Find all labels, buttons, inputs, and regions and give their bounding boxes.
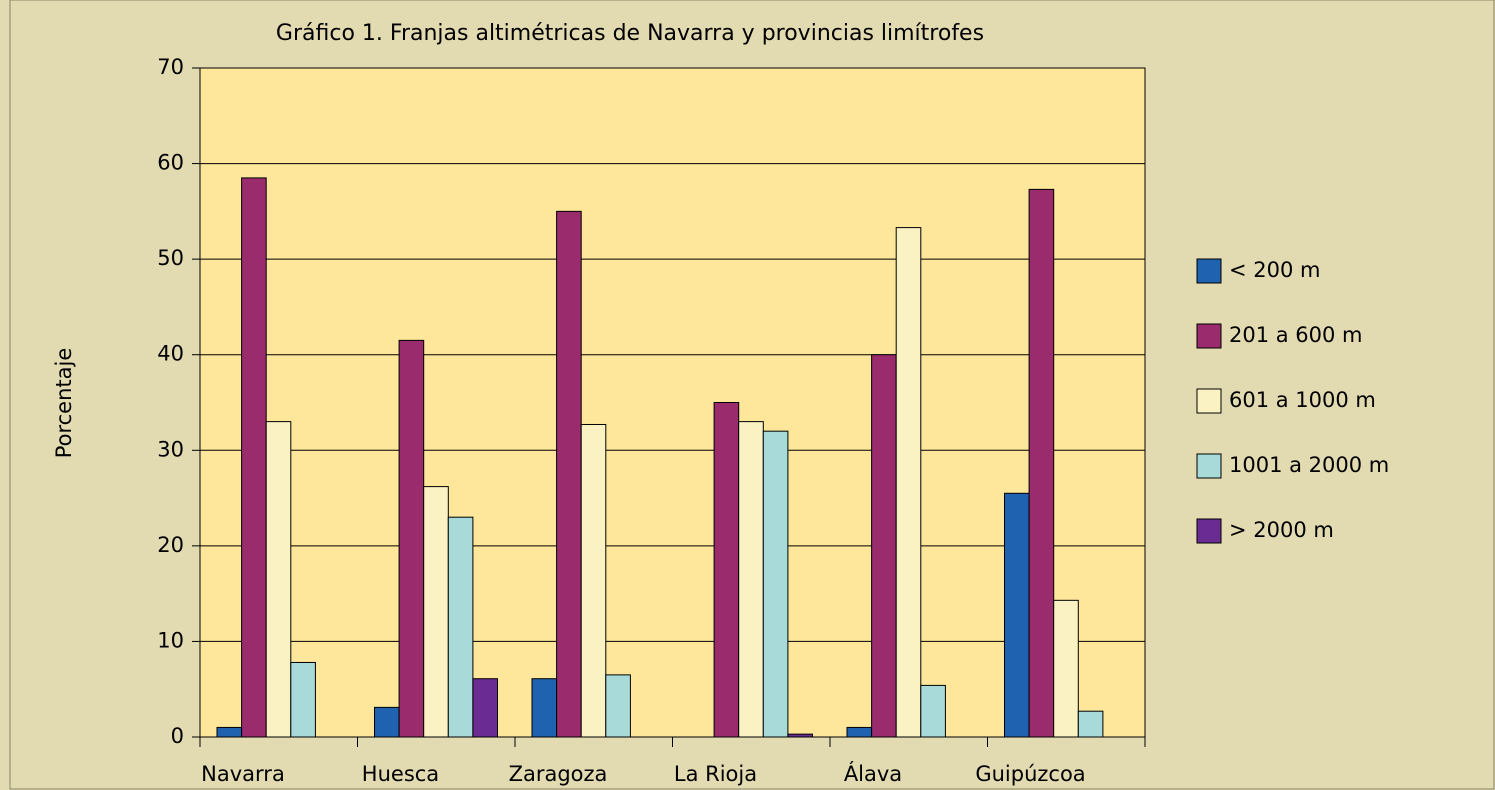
legend-label: > 2000 m	[1229, 518, 1334, 542]
bar	[531, 678, 558, 738]
bar	[580, 423, 607, 738]
bar	[1077, 710, 1104, 738]
bar	[920, 684, 946, 738]
bar	[423, 486, 449, 738]
x-tick-label: La Rioja	[674, 762, 757, 786]
x-tick-label: Huesca	[362, 762, 439, 786]
legend-swatch	[1196, 518, 1222, 544]
bar	[374, 706, 400, 738]
y-tick-label: 60	[157, 151, 184, 175]
frame	[9, 0, 1495, 790]
bar	[605, 674, 631, 738]
bar	[556, 210, 582, 738]
bar	[787, 733, 814, 738]
bar	[846, 726, 873, 738]
y-axis-label: Porcentaje	[52, 348, 76, 459]
x-tick-label: Navarra	[201, 762, 285, 786]
bar	[1028, 188, 1055, 738]
legend-label: < 200 m	[1229, 258, 1321, 282]
y-tick-label: 30	[157, 437, 184, 461]
bar	[265, 421, 292, 738]
x-tick-label: Zaragoza	[509, 762, 608, 786]
legend-swatch	[1196, 453, 1222, 479]
x-tick-label: Guipúzcoa	[975, 762, 1085, 786]
legend-swatch	[1196, 323, 1222, 349]
y-tick-label: 50	[157, 246, 184, 270]
bar	[241, 177, 267, 738]
chart-title: Gráfico 1. Franjas altimétricas de Navar…	[276, 21, 984, 46]
bar	[447, 516, 474, 738]
legend-swatch	[1196, 388, 1222, 414]
bar	[762, 430, 789, 738]
y-tick-label: 0	[171, 724, 184, 748]
x-tick-label: Álava	[844, 761, 902, 786]
legend-label: 1001 a 2000 m	[1229, 453, 1389, 477]
y-tick-label: 20	[157, 533, 184, 557]
y-tick-label: 70	[157, 55, 184, 79]
bar	[1053, 599, 1079, 738]
legend-label: 601 a 1000 m	[1229, 388, 1376, 412]
bar	[1004, 492, 1030, 738]
bar	[290, 661, 316, 738]
y-tick-label: 40	[157, 342, 184, 366]
bar	[398, 339, 425, 738]
legend-swatch	[1196, 258, 1222, 284]
legend-label: 201 a 600 m	[1229, 323, 1363, 347]
bar	[895, 227, 922, 738]
bar	[472, 678, 498, 738]
plot-area	[199, 67, 1146, 738]
bar	[738, 421, 764, 738]
bar	[713, 402, 740, 738]
bar	[871, 354, 897, 738]
bar	[216, 726, 243, 738]
y-tick-label: 10	[157, 628, 184, 652]
